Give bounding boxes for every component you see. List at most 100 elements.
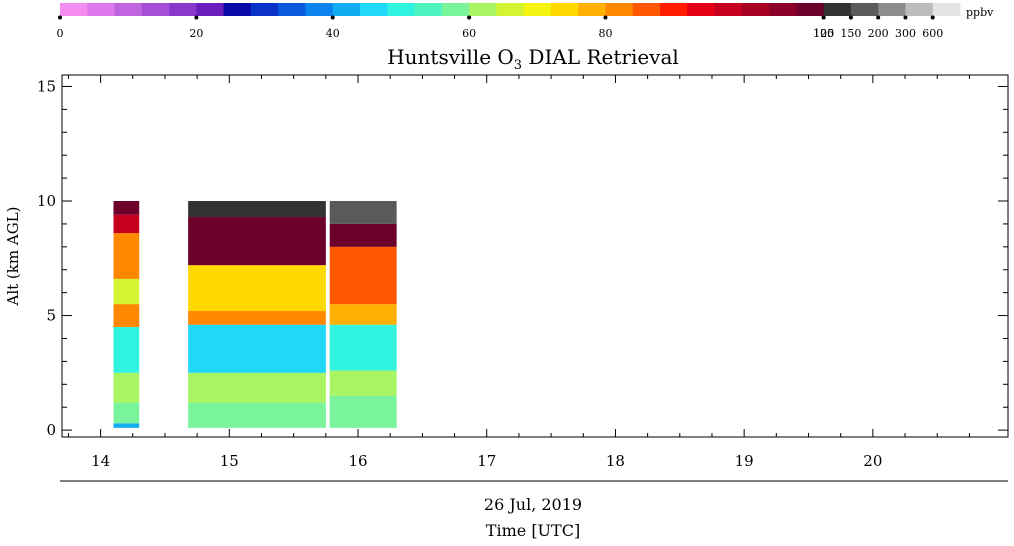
colorbar-swatch: [496, 3, 525, 16]
colorbar-tick-mark: [603, 15, 608, 20]
y-tick-label: 5: [46, 307, 56, 325]
heatmap-layer: [113, 233, 140, 279]
x-tick-label: 14: [91, 452, 110, 470]
colorbar-swatch: [660, 3, 688, 16]
heatmap-layer: [188, 402, 326, 428]
colorbar-swatch: [332, 3, 361, 16]
heatmap-layer: [329, 223, 397, 247]
y-tick-label: 10: [37, 192, 56, 210]
heatmap-layer: [188, 265, 326, 311]
y-tick-label: 15: [37, 77, 56, 95]
colorbar-swatch: [605, 3, 634, 16]
y-tick-label: 0: [46, 421, 56, 439]
colorbar-swatch: [169, 3, 197, 16]
x-tick-label: 16: [348, 452, 367, 470]
x-axis-label: Time [UTC]: [486, 521, 580, 540]
x-tick-label: 18: [606, 452, 625, 470]
heatmap-layer: [329, 246, 397, 305]
colorbar-tick-mark: [930, 15, 935, 20]
heatmap-layer: [188, 201, 326, 218]
colorbar-swatch: [714, 3, 743, 16]
heatmap-layer: [113, 402, 140, 424]
colorbar-tick-label: 0: [57, 27, 64, 40]
colorbar-swatch: [632, 3, 661, 16]
chart-title-rest: DIAL Retrieval: [522, 45, 679, 69]
heatmap-layer: [188, 310, 326, 325]
colorbar-swatch: [905, 3, 934, 16]
colorbar-swatch: [196, 3, 225, 16]
colorbar-swatch: [523, 3, 552, 16]
colorbar-swatch: [578, 3, 606, 16]
heatmap-layer: [113, 214, 140, 234]
colorbar-swatch: [305, 3, 334, 16]
chart-title: Huntsville O3 DIAL Retrieval: [387, 45, 679, 73]
colorbar-swatch: [223, 3, 252, 16]
heatmap-layer: [113, 201, 140, 215]
heatmap-layer: [329, 370, 397, 396]
colorbar-swatch: [796, 3, 825, 16]
x-tick-label: 20: [863, 452, 882, 470]
colorbar-tick-mark: [903, 15, 908, 20]
heatmap-cells: [113, 201, 397, 428]
colorbar-swatch: [550, 3, 579, 16]
heatmap-layer: [329, 304, 397, 325]
colorbar-swatch: [414, 3, 443, 16]
plot-frame: [61, 74, 1009, 438]
heatmap-layer: [113, 423, 140, 428]
colorbar: [60, 3, 961, 16]
colorbar-tick-mark: [58, 15, 62, 20]
colorbar-tick-mark: [821, 15, 826, 20]
heatmap-layer: [113, 327, 140, 373]
heatmap-layer: [113, 372, 140, 403]
heatmap-layer: [329, 201, 397, 224]
colorbar-swatch: [114, 3, 143, 16]
chart-title-main: Huntsville O: [387, 45, 514, 69]
x-axis: 14 15 16 17 18 19 20: [67, 75, 970, 470]
colorbar-tick-label: 200: [868, 27, 889, 40]
colorbar-swatch: [823, 3, 852, 16]
colorbar-tick-mark: [848, 15, 853, 20]
colorbar-swatch: [250, 3, 279, 16]
colorbar-swatch: [387, 3, 416, 16]
x-tick-label: 17: [477, 452, 496, 470]
heatmap-layer: [188, 324, 326, 373]
colorbar-tick-label: 300: [895, 27, 916, 40]
colorbar-tick-mark: [330, 15, 335, 20]
colorbar-tick-label: 100: [813, 27, 834, 40]
x-tick-label: 19: [735, 452, 754, 470]
colorbar-tick-label: 125: [813, 27, 834, 40]
colorbar-tick-label: 150: [840, 27, 861, 40]
heatmap-layer: [329, 395, 397, 428]
y-axis: 0 5 10 15: [37, 77, 1008, 439]
colorbar-swatch: [878, 3, 906, 16]
colorbar-tick-label: 600: [922, 27, 943, 40]
colorbar-swatch: [850, 3, 879, 16]
colorbar-tick-label: 20: [189, 27, 203, 40]
colorbar-tick-label: 60: [462, 27, 476, 40]
colorbar-swatch: [741, 3, 770, 16]
colorbar-swatch: [687, 3, 716, 16]
colorbar-swatch: [87, 3, 116, 16]
heatmap-layer: [188, 372, 326, 403]
heatmap-layer: [113, 278, 140, 305]
colorbar-swatch: [932, 3, 961, 16]
colorbar-tick-mark: [467, 15, 472, 20]
chart-title-subscript: 3: [514, 58, 522, 73]
colorbar-tick-mark: [194, 15, 199, 20]
colorbar-swatch: [769, 3, 797, 16]
colorbar-unit-label: ppbv: [966, 6, 994, 19]
colorbar-tick-mark: [876, 15, 881, 20]
colorbar-swatch: [469, 3, 497, 16]
colorbar-swatch: [441, 3, 470, 16]
colorbar-tick-label: 40: [326, 27, 340, 40]
colorbar-swatch: [278, 3, 306, 16]
x-tick-label: 15: [220, 452, 239, 470]
colorbar-swatch: [360, 3, 388, 16]
colorbar-swatch: [141, 3, 170, 16]
heatmap-layer: [329, 324, 397, 371]
heatmap-layer: [113, 304, 140, 328]
heatmap-layer: [188, 217, 326, 266]
colorbar-swatch: [60, 3, 88, 16]
